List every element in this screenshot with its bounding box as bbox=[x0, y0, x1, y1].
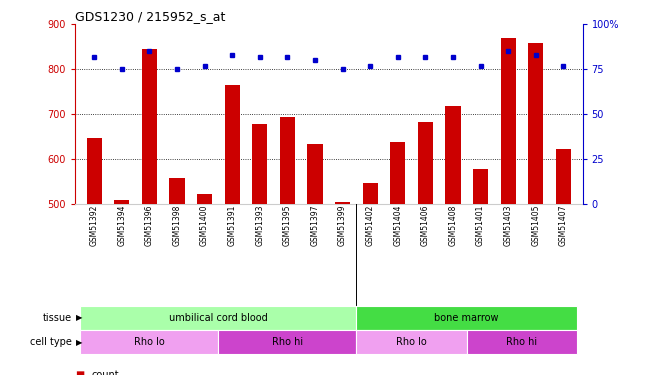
Text: GSM51392: GSM51392 bbox=[90, 204, 99, 246]
Text: Rho lo: Rho lo bbox=[134, 337, 165, 347]
Text: GSM51402: GSM51402 bbox=[366, 204, 374, 246]
Text: GSM51395: GSM51395 bbox=[283, 204, 292, 246]
Text: GSM51391: GSM51391 bbox=[228, 204, 237, 246]
Text: GSM51397: GSM51397 bbox=[311, 204, 320, 246]
Bar bbox=[80, 330, 218, 354]
Text: GSM51394: GSM51394 bbox=[117, 204, 126, 246]
Text: umbilical cord blood: umbilical cord blood bbox=[169, 313, 268, 323]
Bar bbox=[467, 330, 577, 354]
Text: GSM51404: GSM51404 bbox=[393, 204, 402, 246]
Bar bbox=[80, 306, 356, 330]
Bar bbox=[142, 49, 157, 204]
Text: GSM51399: GSM51399 bbox=[338, 204, 347, 246]
Bar bbox=[356, 306, 577, 330]
Text: GSM51396: GSM51396 bbox=[145, 204, 154, 246]
Text: GSM51393: GSM51393 bbox=[255, 204, 264, 246]
Text: ■: ■ bbox=[75, 370, 84, 375]
Bar bbox=[501, 38, 516, 204]
Bar bbox=[390, 142, 406, 204]
Bar bbox=[556, 150, 571, 204]
Bar bbox=[280, 117, 295, 204]
Bar bbox=[87, 138, 102, 204]
Text: cell type: cell type bbox=[30, 337, 72, 347]
Bar bbox=[356, 330, 467, 354]
Bar bbox=[169, 178, 185, 204]
Text: ▶: ▶ bbox=[76, 314, 83, 322]
Text: GSM51403: GSM51403 bbox=[504, 204, 512, 246]
Text: GSM51401: GSM51401 bbox=[476, 204, 485, 246]
Text: GSM51405: GSM51405 bbox=[531, 204, 540, 246]
Text: ▶: ▶ bbox=[76, 338, 83, 346]
Text: Rho hi: Rho hi bbox=[506, 337, 538, 347]
Text: tissue: tissue bbox=[42, 313, 72, 323]
Bar bbox=[114, 200, 130, 204]
Text: Rho hi: Rho hi bbox=[272, 337, 303, 347]
Bar bbox=[197, 194, 212, 204]
Text: GSM51408: GSM51408 bbox=[449, 204, 458, 246]
Text: count: count bbox=[91, 370, 118, 375]
Text: GSM51407: GSM51407 bbox=[559, 204, 568, 246]
Bar bbox=[225, 85, 240, 204]
Bar bbox=[528, 43, 544, 204]
Bar bbox=[418, 123, 433, 204]
Text: GSM51406: GSM51406 bbox=[421, 204, 430, 246]
Bar bbox=[335, 202, 350, 204]
Text: GSM51400: GSM51400 bbox=[200, 204, 209, 246]
Bar bbox=[218, 330, 356, 354]
Bar bbox=[473, 169, 488, 204]
Text: GSM51398: GSM51398 bbox=[173, 204, 182, 246]
Bar bbox=[363, 183, 378, 204]
Bar bbox=[445, 106, 460, 204]
Bar bbox=[252, 124, 268, 204]
Bar bbox=[307, 144, 322, 204]
Text: GDS1230 / 215952_s_at: GDS1230 / 215952_s_at bbox=[75, 10, 225, 23]
Text: Rho lo: Rho lo bbox=[396, 337, 427, 347]
Text: bone marrow: bone marrow bbox=[434, 313, 499, 323]
